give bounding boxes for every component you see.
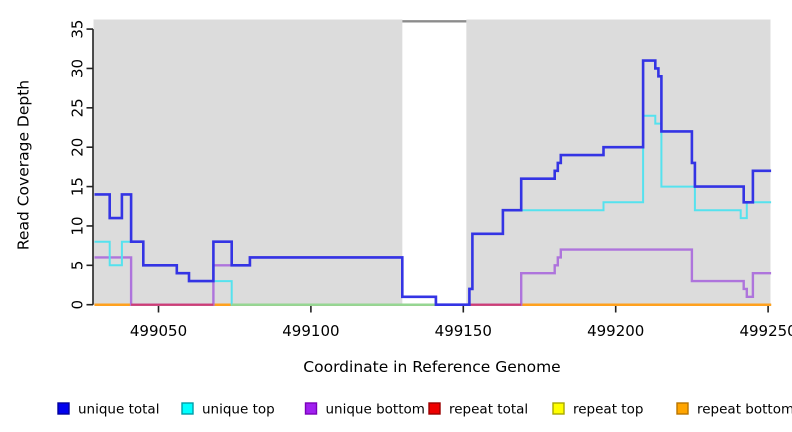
x-tick-label: 499150	[435, 322, 492, 340]
x-tick-label: 499250	[739, 322, 792, 340]
y-tick-label: 5	[69, 261, 87, 271]
series-line-unique-total	[94, 59, 772, 306]
y-tick-label: 15	[69, 177, 87, 196]
legend-swatch-repeat-bottom	[676, 402, 689, 415]
y-tick-label: 30	[69, 59, 87, 78]
x-tick-label: 499100	[282, 322, 339, 340]
y-tick-label: 35	[69, 20, 87, 39]
legend-label: repeat total	[449, 402, 528, 418]
y-axis-title: Read Coverage Depth	[14, 80, 32, 250]
masked-region	[402, 19, 467, 306]
legend-label: repeat top	[573, 402, 643, 418]
x-tick-label: 499050	[130, 322, 187, 340]
legend-swatch-unique-top	[181, 402, 194, 415]
legend-swatch-repeat-total	[428, 402, 441, 415]
y-tick-label: 10	[69, 216, 87, 235]
legend-label: unique total	[78, 402, 159, 418]
legend-item-repeat-total: repeat total	[428, 402, 528, 418]
legend-swatch-repeat-top	[552, 402, 565, 415]
legend-label: repeat bottom	[697, 402, 792, 418]
legend-swatch-unique-total	[57, 402, 70, 415]
legend-swatch-unique-bottom	[304, 402, 318, 415]
y-tick-label: 0	[69, 300, 87, 310]
legend-label: unique bottom	[326, 402, 425, 418]
legend-label: unique top	[202, 402, 275, 418]
legend-item-unique-total: unique total	[57, 402, 159, 418]
legend-item-unique-bottom: unique bottom	[304, 402, 425, 418]
y-tick-label: 20	[69, 138, 87, 157]
legend-item-repeat-top: repeat top	[552, 402, 643, 418]
legend-item-repeat-bottom: repeat bottom	[676, 402, 792, 418]
x-tick-label: 499200	[587, 322, 644, 340]
legend-item-unique-top: unique top	[181, 402, 275, 418]
x-axis-title: Coordinate in Reference Genome	[303, 358, 560, 376]
y-tick-label: 25	[69, 98, 87, 117]
